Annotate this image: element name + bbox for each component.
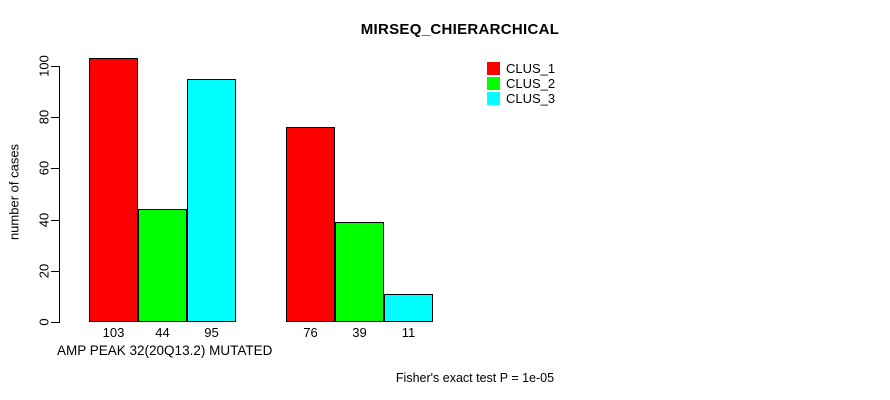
legend-swatch-clus_1	[487, 62, 500, 75]
bar-clus_2-group1	[138, 209, 187, 322]
y-tick-mark	[51, 271, 59, 272]
legend-item-clus_2: CLUS_2	[487, 76, 555, 91]
y-tick-label: 20	[36, 263, 52, 279]
x-axis-group-label: AMP PEAK 32(20Q13.2) MUTATED	[57, 343, 273, 358]
y-tick-mark	[51, 117, 59, 118]
y-tick-label: 0	[36, 318, 52, 326]
legend: CLUS_1 CLUS_2 CLUS_3	[487, 61, 555, 106]
legend-swatch-clus_2	[487, 77, 500, 90]
legend-swatch-clus_3	[487, 92, 500, 105]
bar-clus_3-group1	[187, 78, 236, 322]
bar-value-label: 44	[155, 325, 170, 340]
bar-clus_2-group2	[335, 222, 384, 322]
bar-value-label: 76	[303, 325, 318, 340]
bar-clus_1-group1	[89, 58, 138, 322]
legend-item-clus_1: CLUS_1	[487, 61, 555, 76]
bar-clus_3-group2	[384, 293, 433, 322]
pvalue-annotation: Fisher's exact test P = 1e-05	[395, 371, 555, 385]
legend-label: CLUS_2	[506, 76, 556, 91]
y-tick-label: 80	[36, 109, 52, 125]
chart-title: MIRSEQ_CHIERARCHICAL	[360, 21, 560, 38]
bar-clus_1-group2	[286, 127, 335, 322]
bar-value-label: 103	[102, 325, 125, 340]
y-axis-label: number of cases	[6, 143, 22, 241]
legend-label: CLUS_3	[506, 91, 556, 106]
y-axis-line	[59, 66, 60, 323]
bar-value-label: 39	[352, 325, 367, 340]
legend-item-clus_3: CLUS_3	[487, 91, 555, 106]
y-tick-mark	[51, 322, 59, 323]
y-tick-mark	[51, 220, 59, 221]
y-tick-label: 100	[36, 55, 52, 77]
bar-value-label: 95	[204, 325, 219, 340]
bar-value-label: 11	[401, 325, 416, 340]
y-tick-label: 40	[36, 212, 52, 227]
y-tick-mark	[51, 66, 59, 67]
y-tick-mark	[51, 168, 59, 169]
legend-label: CLUS_1	[506, 61, 556, 76]
y-tick-label: 60	[36, 161, 52, 176]
